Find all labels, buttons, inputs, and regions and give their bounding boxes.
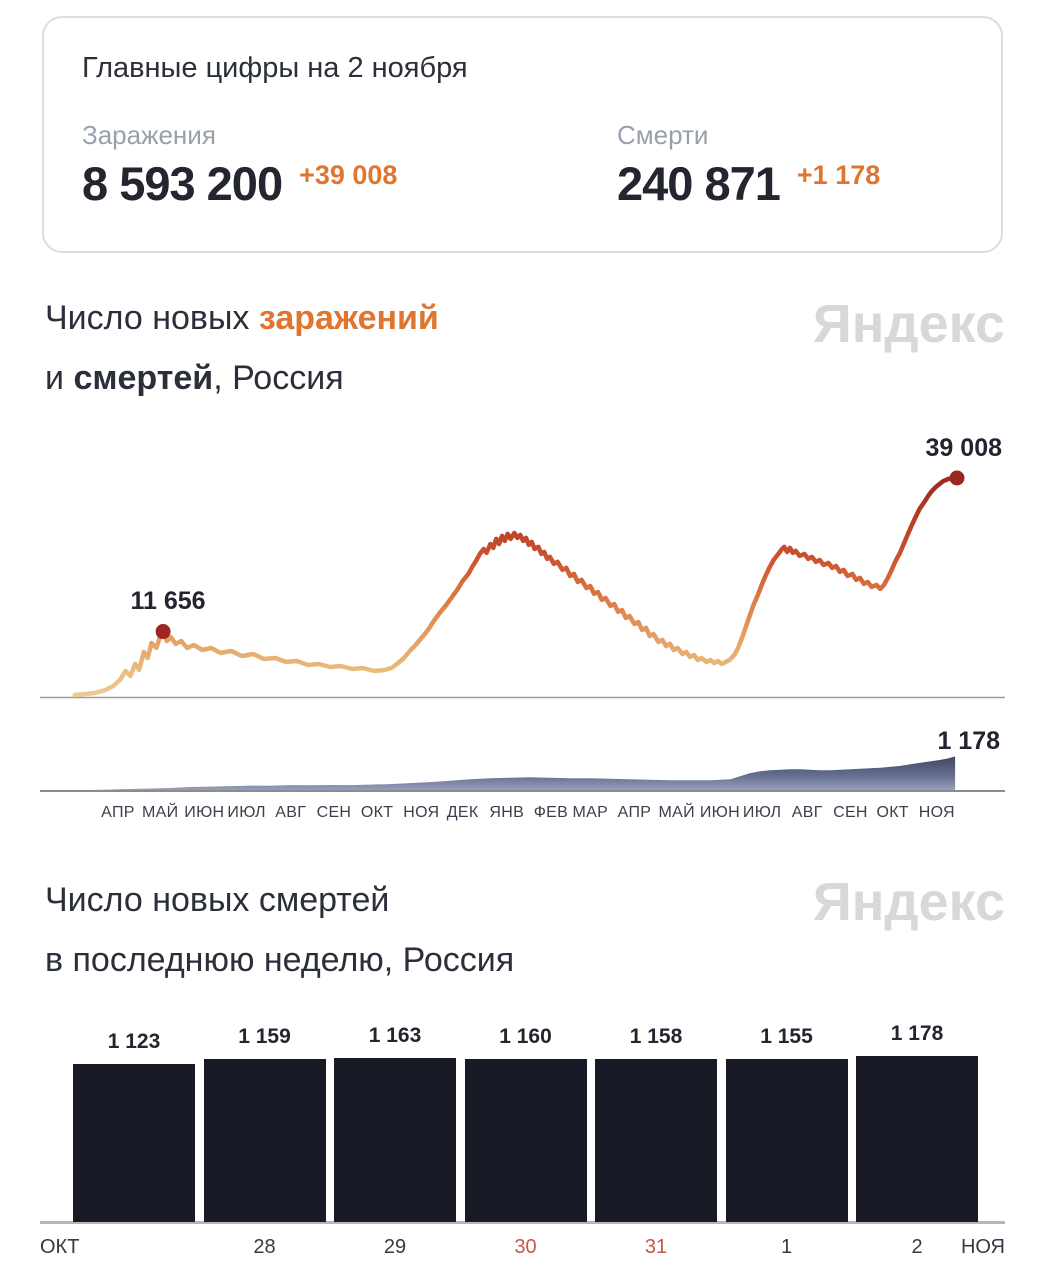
month-label-сен: СЕН <box>833 804 868 821</box>
month-label-мар: МАР <box>572 804 609 821</box>
infections-line-chart <box>40 470 1005 699</box>
month-axis: АПР МАЙ ИЮН ИЮЛ АВГ СЕН ОКТ НОЯ ДЕК ЯНВ ФЕВ МАР АПР М… <box>0 804 1045 826</box>
section1-title-prefix: Число новых <box>45 299 259 337</box>
month-label-авг: АВГ <box>275 804 307 821</box>
deaths-area-chart <box>40 756 1005 792</box>
bar-axis-left-label: ОКТ <box>40 1236 80 1258</box>
deaths-annotation: 1 178 <box>937 727 1000 755</box>
month-label-апр: АПР <box>617 804 652 821</box>
bar <box>595 1059 717 1222</box>
stat-deaths-label: Смерти <box>617 120 709 150</box>
section1-title-highlight: заражений <box>258 299 439 337</box>
stat-infections-label: Заражения <box>82 120 216 150</box>
month-label-июн: ИЮН <box>184 804 225 821</box>
stat-infections-delta: +39 008 <box>299 160 398 190</box>
bar-value-label: 1 159 <box>238 1025 291 1048</box>
section1-title-line2-suffix: , Россия <box>213 359 344 397</box>
latest-marker-dot <box>949 470 965 486</box>
bar <box>464 1059 587 1222</box>
bar-date-label: 28 <box>253 1236 276 1258</box>
latest-annotation: 39 008 <box>925 434 1002 462</box>
bar-value-label: 1 155 <box>760 1025 813 1048</box>
bar-value-label: 1 160 <box>499 1025 552 1048</box>
month-label-ноя: НОЯ <box>918 804 955 821</box>
month-label-июн: ИЮН <box>699 804 740 821</box>
bar <box>725 1059 848 1222</box>
section2-title-line2: в последнюю неделю, Россия <box>45 941 515 979</box>
stat-deaths-value: 240 871 <box>617 157 781 210</box>
month-label-ноя: НОЯ <box>403 804 440 821</box>
bar <box>856 1056 978 1222</box>
month-label-окт: ОКТ <box>360 804 394 821</box>
section2-title: Число новых смертей в последнюю неделю, … <box>45 870 514 990</box>
bar-date-label: 31 <box>644 1236 668 1258</box>
section1-title-line2-bold: смертей <box>73 359 214 397</box>
infections-line <box>72 475 960 698</box>
bar-date-label: 1 <box>780 1236 793 1258</box>
bar-date-label: 2 <box>911 1236 923 1258</box>
bar-date-label: 29 <box>383 1236 407 1258</box>
month-label-янв: ЯНВ <box>489 804 525 821</box>
section1-title-line2-prefix: и <box>45 359 74 397</box>
bar-value-label: 1 158 <box>629 1025 683 1048</box>
deaths-area <box>74 756 956 791</box>
bar <box>334 1058 456 1222</box>
month-label-июл: ИЮЛ <box>227 804 266 821</box>
bar <box>73 1064 195 1222</box>
bar-axis-right-label: НОЯ <box>960 1236 1005 1258</box>
month-label-дек: ДЕК <box>446 804 479 821</box>
bar-value-label: 1 123 <box>107 1030 161 1053</box>
section2-title-line1: Число новых смертей <box>45 881 390 919</box>
card-title: Главные цифры на 2 ноября <box>82 52 468 84</box>
peak-annotation: 11 656 <box>130 587 206 615</box>
month-label-май: МАЙ <box>141 804 179 821</box>
month-label-окт: ОКТ <box>876 804 909 821</box>
weekly-deaths-bar-chart: ОКТ НОЯ 1 123 1 159 28 1 163 29 1 160 30 1 158 3… <box>0 1010 1045 1280</box>
bar <box>203 1059 326 1222</box>
summary-card: Главные цифры на 2 ноября Заражения 8 59… <box>42 16 1003 253</box>
month-label-апр: АПР <box>101 804 135 821</box>
bar-value-label: 1 163 <box>368 1024 422 1047</box>
month-label-июл: ИЮЛ <box>742 804 782 821</box>
month-label-авг: АВГ <box>791 804 823 821</box>
bar-axis-line <box>40 1221 1005 1224</box>
stat-infections-value: 8 593 200 <box>82 157 283 210</box>
month-label-сен: СЕН <box>316 804 352 821</box>
month-label-фев: ФЕВ <box>533 804 569 821</box>
yandex-watermark: Яндекс <box>812 872 1005 932</box>
yandex-watermark: Яндекс <box>812 294 1005 354</box>
bar-value-label: 1 178 <box>890 1022 944 1045</box>
peak-marker-dot <box>155 624 171 640</box>
section1-title: Число новых заражений и смертей, Россия <box>45 288 439 408</box>
stat-deaths-delta: +1 178 <box>796 160 881 190</box>
bar-date-label: 30 <box>514 1236 537 1258</box>
month-label-май: МАЙ <box>658 804 695 821</box>
